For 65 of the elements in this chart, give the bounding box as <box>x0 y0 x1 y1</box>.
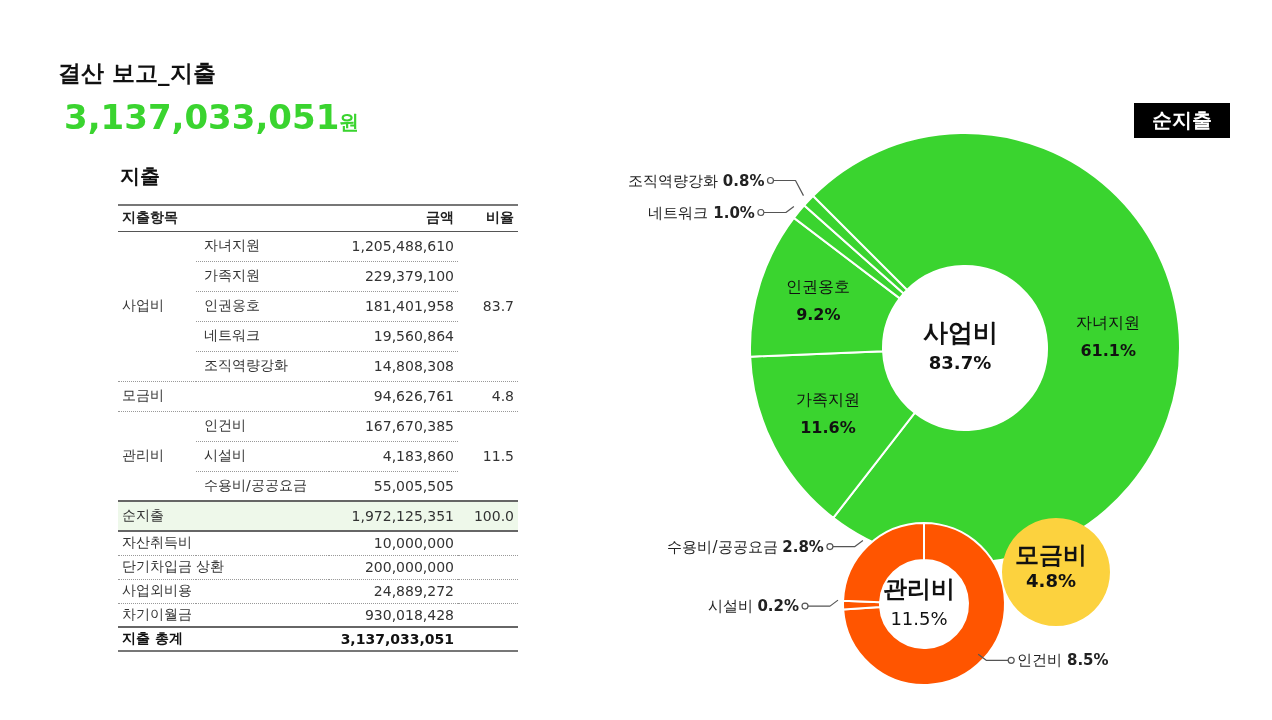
data-label: 0.2% <box>757 597 800 616</box>
text: 94,626,761 <box>373 388 454 404</box>
category-label: 지출항목 <box>121 208 179 228</box>
text: 지출 총계 <box>122 630 183 646</box>
text: 가족지원 <box>204 267 260 283</box>
slice-label: 시설비 <box>707 597 758 616</box>
text: 인건비 <box>204 417 246 433</box>
text: 83.7% <box>928 352 992 373</box>
text: 조직역량강화 <box>204 357 288 373</box>
text: 55,005,505 <box>373 477 454 494</box>
slice-label: 인건비 <box>1017 651 1067 670</box>
category-label: 비율 <box>485 208 515 228</box>
data-label: 9.2% <box>796 305 841 325</box>
text: 167,670,385 <box>364 418 454 434</box>
text: 3,137,033,051 <box>340 631 454 647</box>
slice-label: 가족지원 <box>795 390 860 410</box>
text: 관리비 <box>883 575 955 603</box>
text: 자녀지원 <box>204 237 260 253</box>
text: 229,379,100 <box>364 268 454 284</box>
slice-label: 자녀지원 <box>1076 312 1141 332</box>
text: 10,000,000 <box>373 535 454 552</box>
text: 네트워크 <box>204 327 260 343</box>
text: 930,018,428 <box>364 606 454 623</box>
slice-label: 조직역량강화 <box>628 171 723 190</box>
text: 수용비/공공요금 <box>204 476 307 493</box>
text: 자산취득비 <box>122 534 192 551</box>
text: 4.8 <box>491 388 514 404</box>
data-label: 1.0% <box>713 203 755 222</box>
text: 단기차입금 상환 <box>122 558 225 574</box>
data-label: 8.5% <box>1066 651 1109 670</box>
text: 모금비 <box>122 387 164 403</box>
slice-label: 네트워크 <box>648 203 714 222</box>
text: 결산 보고_지출 <box>58 59 217 88</box>
text: 시설비 <box>204 447 246 463</box>
text: 4,183,860 <box>382 448 454 464</box>
text: 인권옹호 <box>204 297 260 313</box>
text: 100.0 <box>473 508 514 524</box>
text: 지출 <box>120 163 161 190</box>
data-label: 2.8% <box>782 537 824 556</box>
text: 관리비 <box>122 447 164 463</box>
text: 83.7 <box>482 298 514 314</box>
slice-label: 인권옹호 <box>786 277 851 297</box>
text: 차기이월금 <box>122 605 192 622</box>
text: 11.5 <box>482 448 514 464</box>
text: 14,808,308 <box>373 358 454 374</box>
text: 24,889,272 <box>373 583 454 599</box>
text: 1,205,488,610 <box>351 238 454 254</box>
data-label: 4.8% <box>1026 570 1076 591</box>
text: 사업외비용 <box>122 582 192 598</box>
text: 3,137,033,051원 <box>64 97 361 137</box>
text: 19,560,864 <box>373 328 454 344</box>
slice-label: 수용비/공공요금 <box>667 537 783 556</box>
slice-label: 모금비 <box>1015 541 1087 569</box>
text: 순지출 <box>122 507 164 523</box>
text: 1,972,125,351 <box>351 508 454 524</box>
data-label: 0.8% <box>722 171 765 190</box>
text: 11.5% <box>890 608 948 629</box>
data-label: 61.1% <box>1080 340 1136 360</box>
category-label: 금액 <box>425 208 455 228</box>
text: 사업비 <box>122 297 164 313</box>
text: 순지출 <box>1134 103 1230 138</box>
text: 181,401,958 <box>364 298 454 314</box>
data-label: 11.6% <box>800 418 856 438</box>
text: 사업비 <box>922 318 998 347</box>
text: 200,000,000 <box>364 559 454 575</box>
